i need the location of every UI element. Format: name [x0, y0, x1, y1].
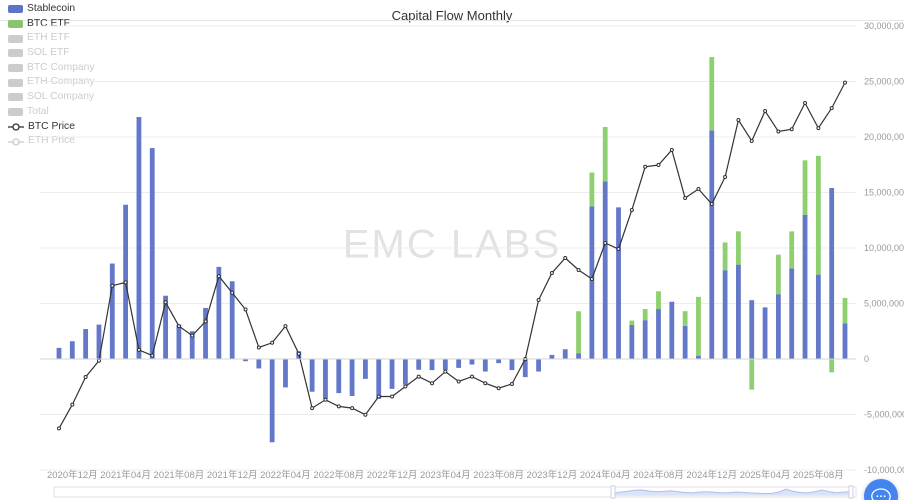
- svg-text:2025年04月: 2025年04月: [740, 469, 791, 481]
- svg-text:2024年08月: 2024年08月: [633, 469, 684, 481]
- svg-text:-10,000,000,000: -10,000,000,000: [864, 465, 904, 475]
- svg-text:-5,000,000,000: -5,000,000,000: [864, 410, 904, 420]
- svg-text:10,000,000,000: 10,000,000,000: [864, 243, 904, 253]
- svg-text:2020年12月: 2020年12月: [47, 469, 98, 481]
- svg-text:5,000,000,000: 5,000,000,000: [864, 299, 904, 309]
- svg-text:2022年04月: 2022年04月: [260, 469, 311, 481]
- svg-text:25,000,000,000: 25,000,000,000: [864, 77, 904, 87]
- svg-text:2024年04月: 2024年04月: [580, 469, 631, 481]
- svg-text:15,000,000,000: 15,000,000,000: [864, 188, 904, 198]
- svg-text:2023年04月: 2023年04月: [420, 469, 471, 481]
- svg-text:2022年08月: 2022年08月: [313, 469, 364, 481]
- svg-text:2022年12月: 2022年12月: [367, 469, 418, 481]
- svg-text:2024年12月: 2024年12月: [686, 469, 737, 481]
- svg-text:2021年08月: 2021年08月: [154, 469, 205, 481]
- svg-text:0: 0: [864, 354, 869, 364]
- svg-text:2021年12月: 2021年12月: [207, 469, 258, 481]
- svg-text:2025年08月: 2025年08月: [793, 469, 844, 481]
- svg-text:20,000,000,000: 20,000,000,000: [864, 132, 904, 142]
- svg-text:2021年04月: 2021年04月: [100, 469, 151, 481]
- svg-text:30,000,000,000: 30,000,000,000: [864, 21, 904, 31]
- svg-text:2023年08月: 2023年08月: [473, 469, 524, 481]
- svg-text:2023年12月: 2023年12月: [527, 469, 578, 481]
